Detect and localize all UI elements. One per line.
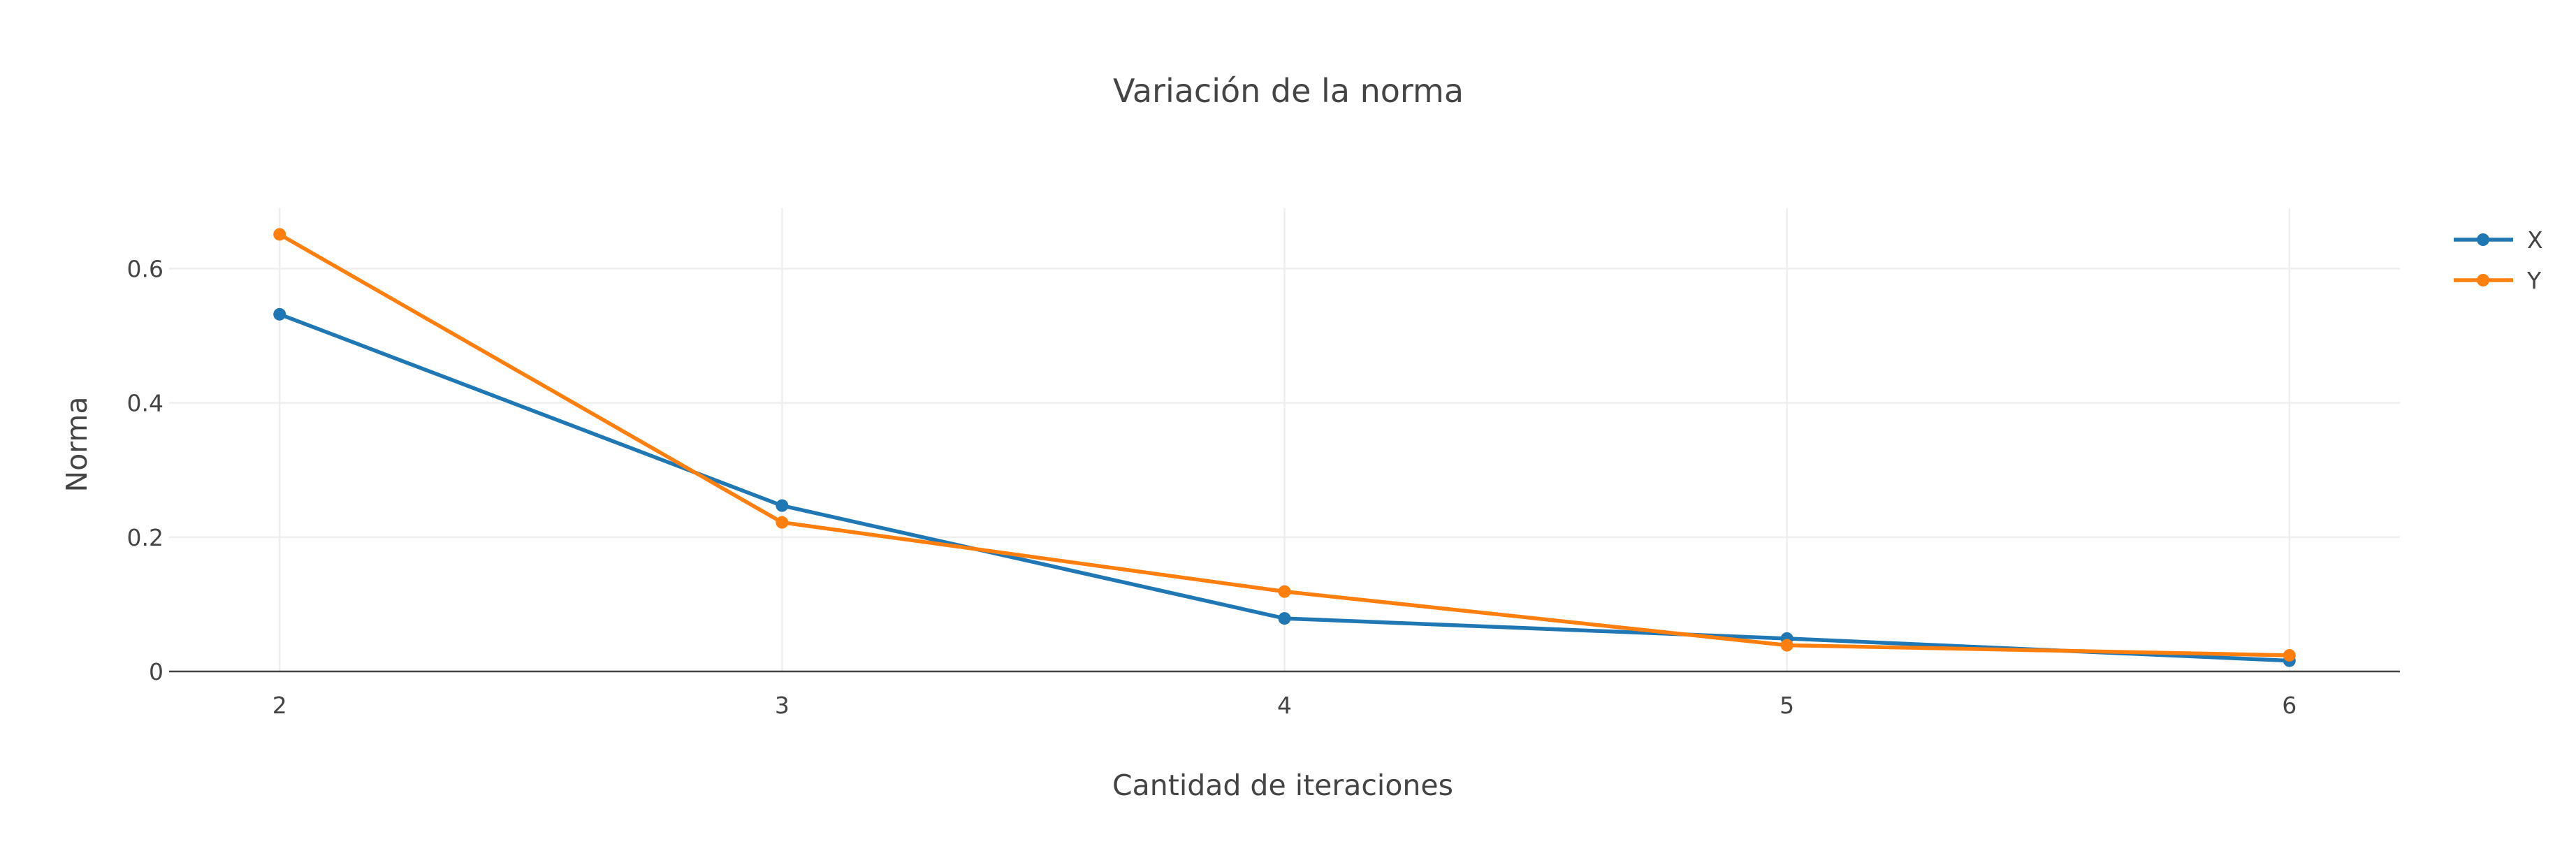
- data-point[interactable]: [2283, 648, 2296, 662]
- y-tick-label: 0.2: [127, 524, 163, 551]
- data-point[interactable]: [776, 516, 789, 529]
- legend-marker: [2477, 233, 2489, 246]
- y-tick-label: 0.6: [127, 255, 163, 282]
- series-y: [273, 228, 2296, 662]
- data-point[interactable]: [273, 307, 286, 321]
- data-point[interactable]: [776, 499, 789, 512]
- y-tick-label: 0: [149, 658, 163, 685]
- legend-label: X: [2527, 226, 2543, 254]
- x-tick-label: 4: [1277, 692, 1292, 719]
- y-gridlines: [169, 268, 2400, 539]
- chart-title: Variación de la norma: [1113, 72, 1464, 110]
- x-tick-label: 3: [775, 692, 789, 719]
- x-tick-label: 2: [272, 692, 287, 719]
- y-axis-title: Norma: [60, 397, 94, 493]
- y-tick-labels: 0 0.2 0.4 0.6: [127, 255, 163, 685]
- legend[interactable]: XY: [2454, 226, 2543, 294]
- series-layer: [273, 228, 2296, 667]
- data-point[interactable]: [1278, 585, 1291, 598]
- x-tick-label: 5: [1780, 692, 1794, 719]
- legend-item[interactable]: X: [2454, 226, 2543, 254]
- x-axis-title: Cantidad de iteraciones: [1112, 769, 1453, 802]
- data-point[interactable]: [273, 228, 286, 241]
- x-tick-label: 6: [2282, 692, 2297, 719]
- legend-item[interactable]: Y: [2454, 267, 2542, 294]
- x-gridlines: [278, 208, 2291, 671]
- legend-label: Y: [2526, 267, 2542, 294]
- data-point[interactable]: [1780, 639, 1793, 652]
- x-tick-labels: 2 3 4 5 6: [272, 692, 2297, 719]
- y-tick-label: 0.4: [127, 390, 163, 417]
- legend-marker: [2477, 274, 2489, 286]
- data-point[interactable]: [1278, 612, 1291, 625]
